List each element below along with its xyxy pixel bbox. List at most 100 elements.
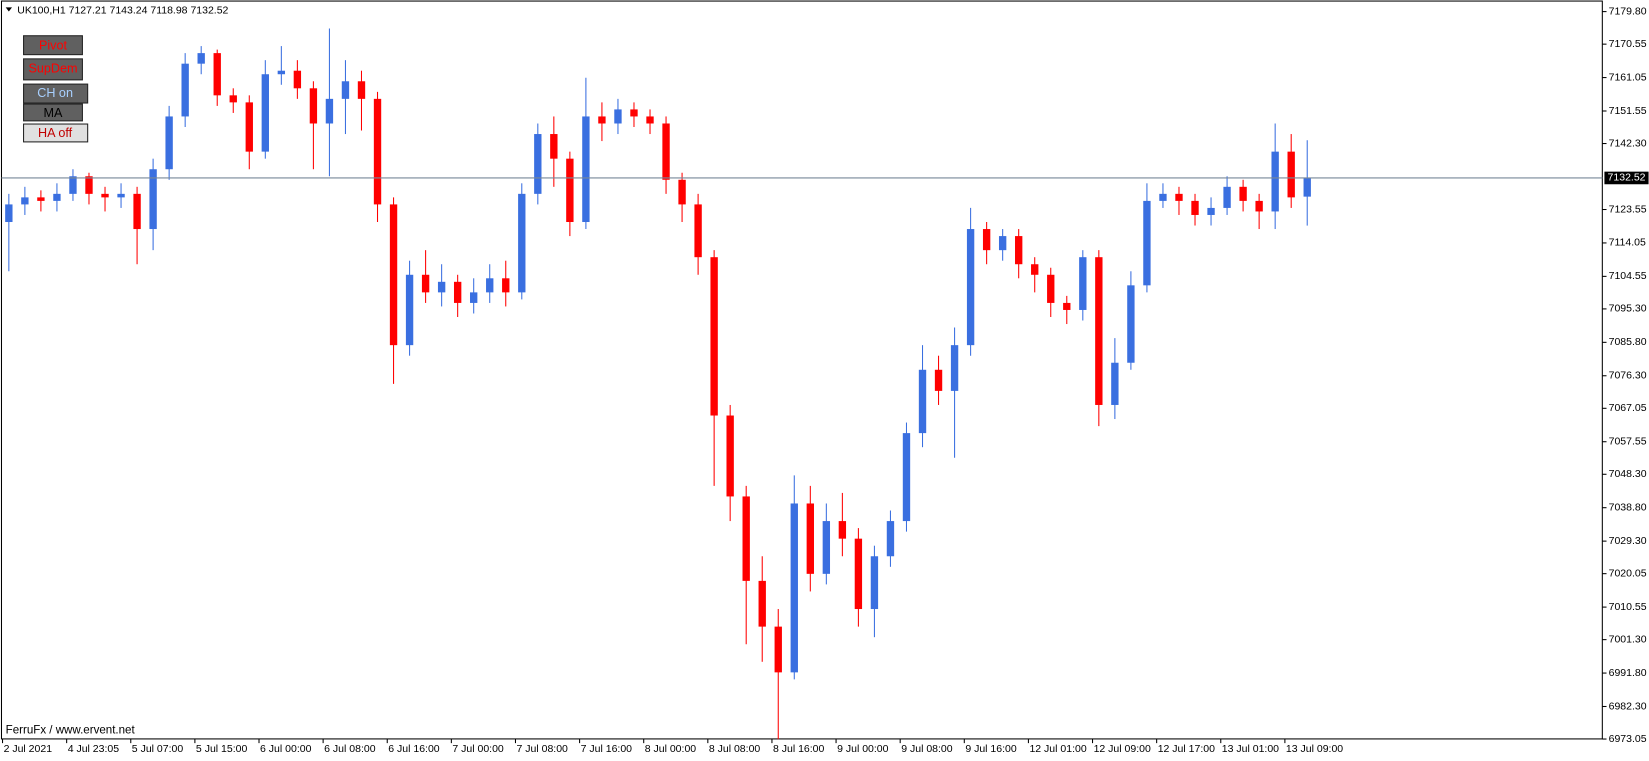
candle-body	[582, 116, 590, 223]
candle-body	[341, 81, 350, 99]
candle-body	[1127, 285, 1135, 363]
button[interactable]	[23, 103, 83, 122]
candle-body	[1255, 200, 1263, 212]
button[interactable]	[23, 123, 89, 143]
x-tick-label: 2 Jul 2021	[4, 743, 53, 755]
x-tick-label: 8 Jul 16:00	[773, 743, 825, 755]
x-tick-label: 6 Jul 00:00	[260, 743, 312, 755]
candle-body	[1111, 362, 1119, 405]
candle-body	[293, 70, 302, 89]
y-tick-label: 7170.55	[1609, 38, 1647, 50]
candle-body	[389, 204, 398, 346]
candle-body	[854, 538, 863, 610]
candle-body	[373, 98, 382, 205]
candle-body	[694, 204, 702, 258]
button-label[interactable]: Pivot	[39, 39, 68, 53]
candle-body	[902, 433, 911, 522]
candle-body	[1271, 151, 1279, 212]
candle-body	[950, 345, 959, 391]
candle-body	[69, 176, 77, 194]
candle-body	[870, 556, 879, 610]
x-tick-label: 9 Jul 08:00	[901, 743, 953, 755]
button[interactable]	[23, 58, 83, 81]
y-tick-label: 7161.05	[1609, 71, 1647, 83]
button[interactable]	[23, 35, 83, 56]
candle-body	[405, 274, 414, 346]
x-tick-label: 5 Jul 07:00	[132, 743, 184, 755]
y-tick-label: 7029.30	[1609, 535, 1647, 547]
y-tick-label: 7057.55	[1609, 436, 1647, 448]
candle-body	[614, 109, 622, 124]
candle-body	[1143, 200, 1151, 286]
x-tick-label: 13 Jul 09:00	[1286, 743, 1343, 755]
x-tick-label: 6 Jul 08:00	[324, 743, 376, 755]
button-label[interactable]: MA	[44, 106, 64, 120]
candle-body	[838, 521, 847, 539]
y-tick-label: 7095.30	[1609, 303, 1647, 315]
button[interactable]	[23, 83, 89, 104]
y-tick-label: 7142.30	[1609, 137, 1647, 149]
x-tick-label: 8 Jul 00:00	[645, 743, 697, 755]
x-tick-label: 6 Jul 16:00	[388, 743, 440, 755]
candle-body	[550, 134, 558, 159]
y-tick-label: 7151.55	[1609, 105, 1647, 117]
x-tick-label: 12 Jul 09:00	[1094, 743, 1151, 755]
candle-body	[678, 179, 686, 205]
chart-title: UK100,H1 7127.21 7143.24 7118.98 7132.52	[17, 4, 228, 16]
candle-body	[822, 521, 831, 574]
y-tick-label: 7179.80	[1609, 5, 1647, 17]
candle-body	[1015, 236, 1023, 265]
candle-body	[726, 415, 734, 497]
candle-body	[886, 521, 895, 557]
button-panel: Pivot SupDem CH on MA HA off	[23, 35, 89, 143]
candle-body	[630, 109, 638, 117]
candle-body	[662, 123, 670, 180]
candle-body	[1223, 186, 1231, 208]
candle-body	[502, 278, 510, 293]
candle-body	[309, 88, 318, 124]
candle-body	[357, 81, 366, 99]
candle-body	[1239, 186, 1247, 201]
y-tick-label: 7001.30	[1609, 633, 1647, 645]
y-tick-label: 6973.05	[1609, 733, 1647, 745]
candle-body	[37, 197, 45, 201]
button-label[interactable]: HA off	[38, 126, 73, 140]
last-price-label: 7132.52	[1608, 172, 1646, 184]
candle-body	[1047, 274, 1055, 303]
x-tick-label: 7 Jul 00:00	[452, 743, 504, 755]
button-label[interactable]: CH on	[37, 86, 73, 100]
x-tick-label: 5 Jul 15:00	[196, 743, 248, 755]
x-tick-label: 4 Jul 23:05	[68, 743, 120, 755]
candle-body	[261, 74, 269, 152]
x-tick-label: 9 Jul 00:00	[837, 743, 889, 755]
candle-body	[1079, 257, 1087, 310]
candle-body	[245, 102, 253, 152]
x-tick-label: 12 Jul 17:00	[1158, 743, 1215, 755]
candle-body	[1095, 257, 1103, 405]
candle-body	[213, 53, 221, 96]
candle-body	[117, 193, 125, 198]
candle-body	[453, 281, 462, 303]
candle-body	[486, 278, 494, 293]
candle-body	[101, 193, 109, 198]
button-label[interactable]: SupDem	[28, 62, 77, 76]
candle-body	[598, 116, 606, 124]
candle-body	[790, 503, 798, 673]
y-tick-label: 7020.05	[1609, 567, 1647, 579]
y-tick-label: 7067.05	[1609, 402, 1647, 414]
menu-arrow[interactable]	[5, 7, 12, 12]
y-tick-label: 7114.05	[1609, 237, 1646, 249]
candle-body	[421, 274, 430, 293]
candle-body	[53, 193, 61, 201]
x-tick-label: 9 Jul 16:00	[965, 743, 1017, 755]
candle-body	[934, 369, 943, 391]
candle-body	[149, 169, 157, 230]
candle-body	[998, 236, 1007, 251]
x-tick-label: 7 Jul 16:00	[581, 743, 633, 755]
candle-body	[806, 503, 814, 574]
candle-body	[1207, 207, 1215, 215]
candle-body	[1031, 264, 1039, 275]
candle-body	[1191, 200, 1199, 215]
candle-body	[758, 580, 766, 627]
